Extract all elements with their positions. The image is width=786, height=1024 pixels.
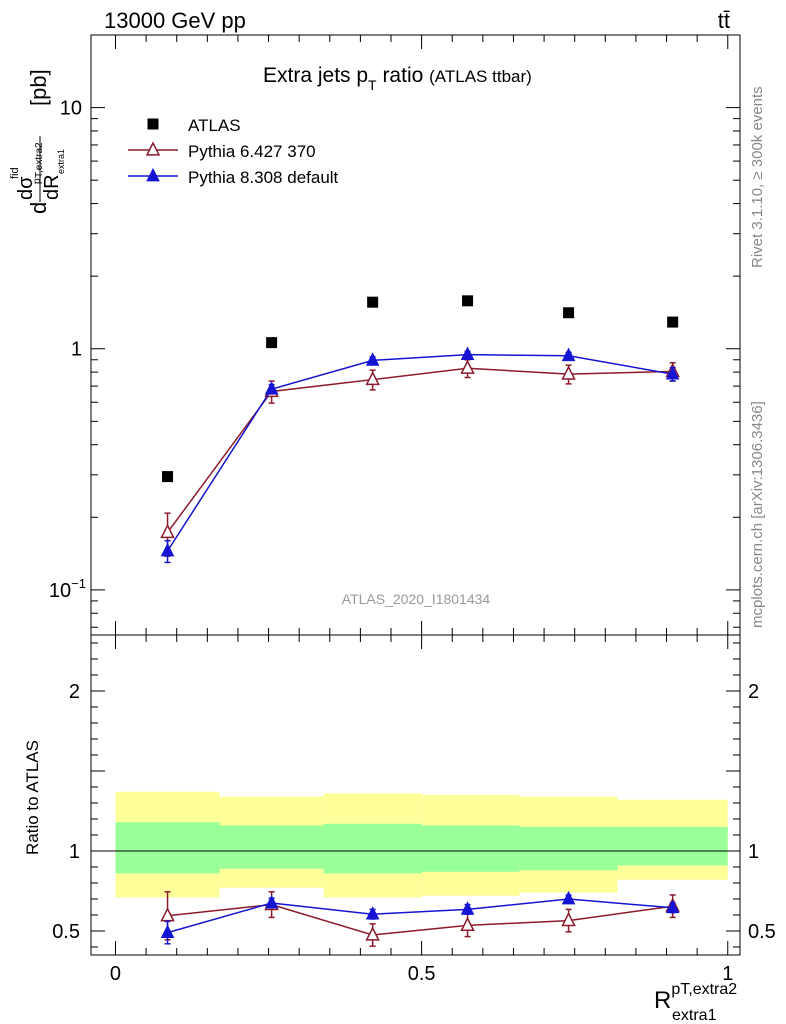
ratio-y-tick-label-right: 1: [748, 841, 759, 863]
data-point-marker: [266, 337, 278, 349]
chart-title-sub: T: [368, 77, 377, 93]
uncertainty-band-inner: [519, 827, 618, 871]
data-point-marker: [460, 901, 475, 915]
data-point-marker: [365, 926, 380, 941]
data-point-marker: [561, 365, 576, 380]
series-atlas: [162, 295, 679, 483]
data-point-marker: [160, 523, 175, 539]
svg-text:p: p: [32, 178, 43, 184]
legend: ATLAS Pythia 6.427 370 Pythia 8.308 defaul…: [128, 116, 339, 187]
svg-text:[pb]: [pb]: [26, 69, 51, 106]
data-point-marker: [264, 894, 279, 909]
chart-subtitle: (ATLAS ttbar): [429, 67, 532, 86]
rivet-label: Rivet 3.1.10, ≥ 300k events: [749, 86, 766, 268]
data-point-marker: [561, 911, 576, 927]
x-tick-label: 0.5: [408, 963, 436, 985]
svg-text:extra1: extra1: [56, 149, 66, 174]
chart-title-rest: ratio: [377, 64, 424, 87]
data-point-marker: [665, 899, 680, 914]
svg-text:d: d: [26, 202, 51, 214]
uncertainty-band-inner: [115, 822, 220, 874]
series-pythia-6-427-370: [160, 359, 680, 557]
data-point-marker: [462, 295, 474, 307]
uncertainty-band-inner: [617, 827, 728, 866]
x-axis-label-main: R: [654, 987, 671, 1014]
data-point-marker: [561, 347, 576, 362]
data-point-marker: [460, 359, 475, 374]
svg-text:dR: dR: [41, 174, 63, 200]
energy-label: 13000 GeV pp: [104, 8, 246, 33]
data-point-marker: [460, 346, 475, 361]
x-axis-label-sup: pT,extra2: [671, 981, 737, 998]
mcplots-label: mcplots.cern.ch [arXiv:1306.3436]: [749, 401, 766, 628]
ratio-y-tick-label-left: 1: [69, 841, 80, 863]
data-point-marker: [146, 167, 160, 182]
ratio-y-axis-label: Ratio to ATLAS: [23, 740, 42, 855]
uncertainty-band-inner: [219, 825, 324, 869]
data-point-marker: [561, 890, 576, 905]
svg-text:fid: fid: [9, 167, 21, 179]
main-y-axis-label: d dσ fid p T,extra2 dR extra1 [pb]: [9, 69, 66, 214]
y-tick-label: 1: [71, 339, 82, 361]
data-point-marker: [365, 370, 380, 386]
legend-label: Pythia 6.427 370: [188, 142, 316, 161]
data-point-marker: [160, 924, 175, 938]
legend-label: Pythia 8.308 default: [188, 168, 339, 187]
data-point-marker: [162, 471, 174, 483]
ratio-plot-frame: [90, 634, 741, 956]
series-pythia-8-308-default: [160, 346, 680, 564]
data-point-marker: [665, 365, 680, 380]
x-tick-label: 1: [722, 963, 733, 985]
uncertainty-band-inner: [421, 825, 520, 872]
series-pythia-8-308-default: [160, 890, 680, 945]
chart-title: Extra jets pT ratio (ATLAS ttbar): [263, 64, 532, 93]
uncertainty-band-inner: [323, 823, 422, 874]
process-label: tt̄: [718, 8, 730, 33]
data-point-marker: [147, 118, 159, 130]
ratio-y-tick-label-left: 2: [69, 681, 80, 703]
x-axis-label-sub: extra1: [672, 1007, 717, 1024]
data-point-marker: [264, 380, 279, 395]
ratio-y-tick-label-right: 2: [748, 681, 759, 703]
data-point-marker: [365, 352, 380, 366]
series-pythia-6-427-370: [160, 891, 680, 947]
x-tick-label: 0: [110, 963, 121, 985]
series-line: [166, 353, 673, 552]
ratio-y-tick-label-right: 0.5: [748, 921, 776, 943]
legend-label: ATLAS: [188, 116, 241, 135]
y-tick-label-exponent: −1: [71, 576, 86, 591]
y-tick-label: 10−1: [49, 576, 86, 602]
data-point-marker: [667, 316, 679, 328]
series-line: [167, 903, 673, 936]
analysis-watermark: ATLAS_2020_I1801434: [342, 591, 491, 607]
y-tick-label: 10: [60, 98, 82, 120]
data-point-marker: [160, 542, 175, 557]
data-point-marker: [367, 296, 379, 308]
data-point-marker: [365, 906, 380, 920]
data-point-marker: [460, 916, 475, 932]
y-tick-label-base: 10: [49, 580, 71, 602]
chart-title-main: Extra jets p: [263, 64, 368, 87]
svg-text:dσ: dσ: [15, 176, 37, 200]
data-point-marker: [563, 307, 575, 319]
series-line: [166, 367, 673, 533]
data-point-marker: [145, 141, 161, 156]
ratio-y-tick-label-left: 0.5: [52, 921, 80, 943]
series-line: [167, 898, 673, 934]
x-axis-label: RpT,extra2: [654, 981, 737, 1014]
